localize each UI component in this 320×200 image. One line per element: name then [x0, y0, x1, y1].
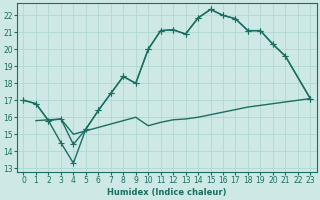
X-axis label: Humidex (Indice chaleur): Humidex (Indice chaleur): [107, 188, 227, 197]
